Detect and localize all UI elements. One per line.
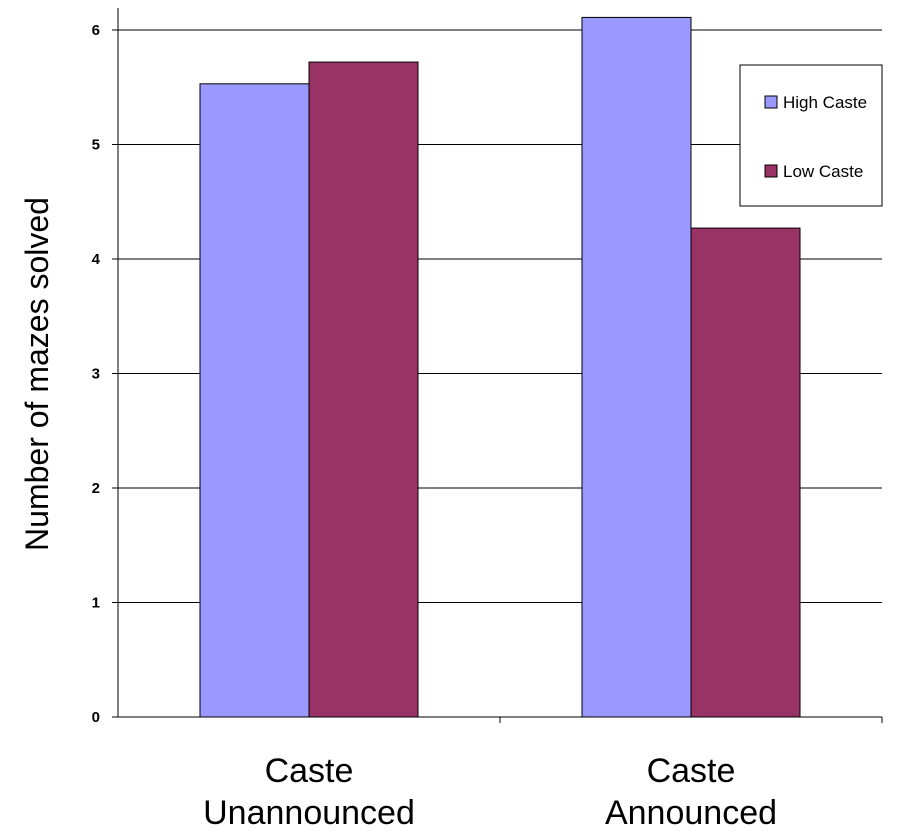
- bar: [308, 61, 419, 718]
- y-tick-label: 0: [92, 709, 100, 726]
- x-category-label: Caste Unannounced: [203, 752, 415, 832]
- y-tick-label: 1: [92, 595, 100, 612]
- bar: [581, 16, 692, 718]
- legend-label: High Caste: [783, 93, 867, 112]
- y-tick-label: 6: [92, 22, 100, 39]
- y-axis-label: Number of mazes solved: [19, 197, 55, 551]
- y-ticks: 0 1 2 3 4 5 6: [92, 22, 118, 726]
- bar: [690, 227, 801, 718]
- bar: [199, 83, 310, 718]
- y-tick-label: 3: [92, 366, 100, 383]
- legend-label: Low Caste: [783, 162, 863, 181]
- bars: [199, 16, 801, 718]
- x-category-label: Caste Announced: [605, 752, 777, 832]
- legend-box: [739, 64, 883, 207]
- legend-swatch: [764, 164, 778, 178]
- legend-swatch: [764, 95, 778, 109]
- legend: High Caste Low Caste: [739, 64, 883, 207]
- y-tick-label: 5: [92, 137, 100, 154]
- x-categories: Caste Unannounced Caste Announced: [203, 717, 883, 832]
- y-tick-label: 2: [92, 480, 100, 497]
- y-tick-label: 4: [92, 251, 101, 268]
